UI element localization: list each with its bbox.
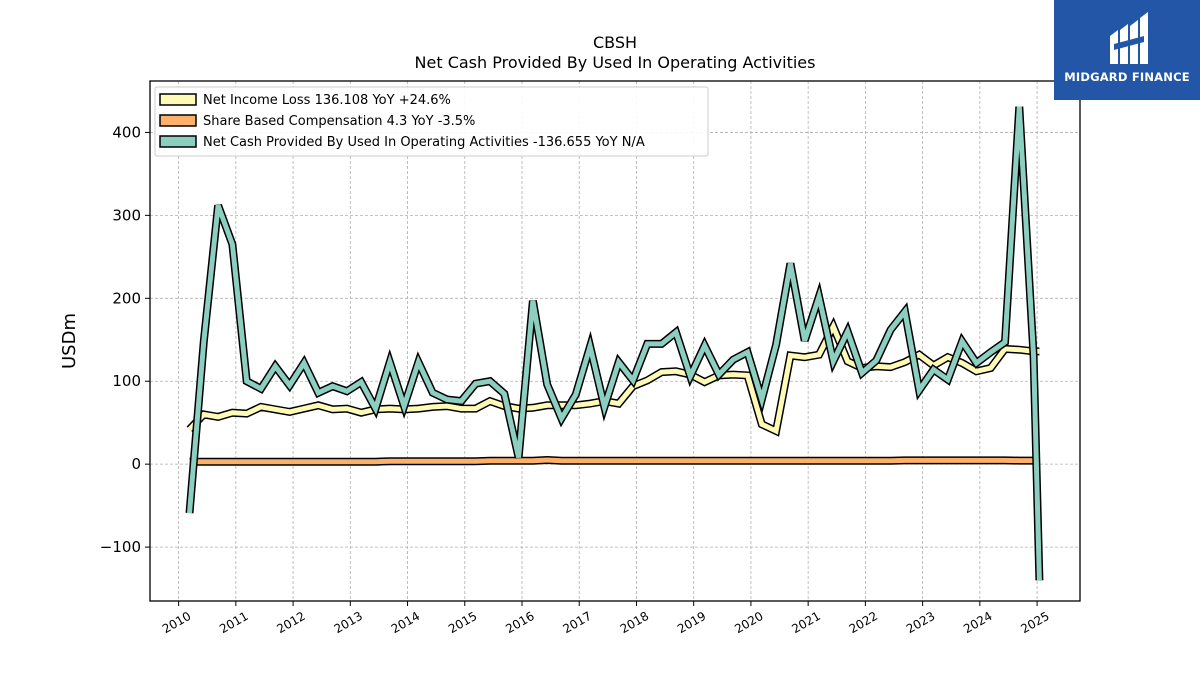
x-tick-label: 2023 bbox=[904, 609, 937, 636]
series-layer bbox=[185, 106, 1044, 581]
midgard-logo-icon bbox=[1110, 12, 1148, 64]
x-tick-label: 2015 bbox=[446, 609, 479, 636]
y-tick-label: 200 bbox=[112, 289, 141, 307]
x-tick-label: 2022 bbox=[847, 609, 880, 636]
legend-swatch-operating-cash-flow bbox=[159, 135, 197, 148]
x-tick-label: 2011 bbox=[217, 609, 250, 636]
x-tick-label: 2012 bbox=[274, 609, 307, 636]
legend-box bbox=[154, 86, 709, 157]
x-tick-label: 2017 bbox=[561, 609, 594, 636]
x-tick-label: 2010 bbox=[160, 609, 193, 636]
plot-frame bbox=[149, 80, 1081, 602]
y-tick-label: 100 bbox=[112, 372, 141, 390]
legend-swatch-share-based-compensation bbox=[159, 114, 197, 127]
legend-label-operating-cash-flow: Net Cash Provided By Used In Operating A… bbox=[203, 135, 645, 150]
legend-swatch-net-income bbox=[159, 93, 197, 106]
grid bbox=[150, 81, 1080, 601]
y-tick-label: −100 bbox=[100, 538, 141, 556]
legend: Net Income Loss 136.108 YoY +24.6% Share… bbox=[154, 86, 709, 157]
brand-logo: MIDGARD FINANCE bbox=[1054, 0, 1200, 100]
series-line-net-income bbox=[187, 320, 1040, 435]
x-tick-label: 2014 bbox=[389, 609, 422, 636]
series-line-operating-cash-flow bbox=[187, 106, 1042, 581]
y-tick-label: 0 bbox=[131, 455, 141, 473]
chart-title: CBSH bbox=[593, 33, 637, 52]
x-axis: 2010 2011 2012 2013 2014 2015 2016 2017 2018 2019… bbox=[160, 601, 1052, 636]
series-line-share-based-compensation bbox=[189, 457, 1040, 465]
y-tick-label: 300 bbox=[112, 206, 141, 224]
x-tick-label: 2020 bbox=[732, 609, 765, 636]
chart-subtitle: Net Cash Provided By Used In Operating A… bbox=[415, 53, 816, 72]
x-tick-label: 2024 bbox=[961, 609, 994, 636]
y-tick-label: 400 bbox=[112, 123, 141, 141]
x-tick-label: 2019 bbox=[675, 609, 708, 636]
x-tick-label: 2021 bbox=[789, 609, 822, 636]
legend-label-share-based-compensation: Share Based Compensation 4.3 YoY -3.5% bbox=[203, 114, 475, 129]
legend-label-net-income: Net Income Loss 136.108 YoY +24.6% bbox=[203, 93, 451, 108]
y-axis: −100 0 100 200 300 400 bbox=[100, 123, 150, 556]
x-tick-label: 2018 bbox=[618, 609, 651, 636]
brand-name: MIDGARD FINANCE bbox=[1064, 70, 1190, 84]
x-tick-label: 2013 bbox=[332, 609, 365, 636]
y-axis-label: USDm bbox=[59, 313, 80, 369]
x-tick-label: 2025 bbox=[1018, 609, 1051, 636]
x-tick-label: 2016 bbox=[503, 609, 536, 636]
